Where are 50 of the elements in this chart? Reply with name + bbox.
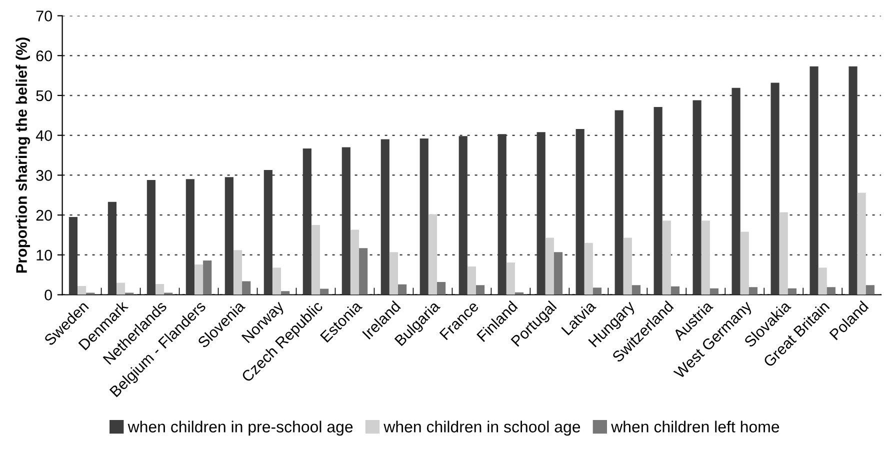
legend-label: when children left home — [611, 420, 780, 432]
y-tick-label: 50 — [36, 90, 52, 102]
bar — [748, 287, 758, 295]
bar — [857, 192, 866, 295]
bar — [359, 248, 368, 295]
bar — [272, 268, 282, 295]
legend-label: when children in pre-school age — [128, 420, 353, 436]
bar — [670, 286, 680, 295]
bar — [203, 260, 212, 295]
bar — [350, 230, 360, 295]
bar — [826, 287, 836, 295]
bar — [740, 232, 749, 295]
bar — [389, 252, 398, 295]
bar — [311, 225, 320, 295]
bar — [233, 250, 242, 295]
bar — [788, 288, 796, 295]
y-tick-label: 60 — [36, 50, 52, 62]
bar — [506, 262, 515, 295]
y-tick-label: 70 — [36, 10, 52, 22]
bar — [592, 288, 602, 295]
y-tick-label: 30 — [36, 170, 52, 181]
bar — [545, 238, 554, 295]
bar — [398, 284, 407, 295]
y-tick-label: 40 — [36, 130, 52, 142]
bar — [155, 284, 164, 295]
bar — [701, 220, 710, 295]
bar — [428, 214, 437, 295]
bar — [242, 281, 251, 295]
y-tick-label: 0 — [44, 290, 52, 300]
y-axis-title: Proportion sharing the belief (%) — [16, 38, 30, 273]
y-tick-label: 20 — [36, 210, 52, 221]
bar — [662, 220, 671, 295]
y-tick-label: 10 — [36, 250, 52, 261]
bar — [78, 286, 86, 295]
bar — [632, 285, 641, 295]
bar — [779, 212, 788, 295]
bar — [281, 291, 290, 295]
bar — [584, 242, 593, 295]
legend-label: when children in school age — [384, 420, 580, 436]
bar — [116, 282, 126, 295]
bar — [866, 285, 874, 295]
bar — [554, 252, 563, 295]
bar — [476, 285, 485, 295]
bar — [437, 282, 446, 295]
bar — [194, 264, 204, 295]
bar — [710, 288, 719, 295]
bar — [467, 266, 476, 295]
bar — [818, 268, 827, 295]
bar — [623, 238, 632, 295]
bar — [320, 288, 329, 295]
